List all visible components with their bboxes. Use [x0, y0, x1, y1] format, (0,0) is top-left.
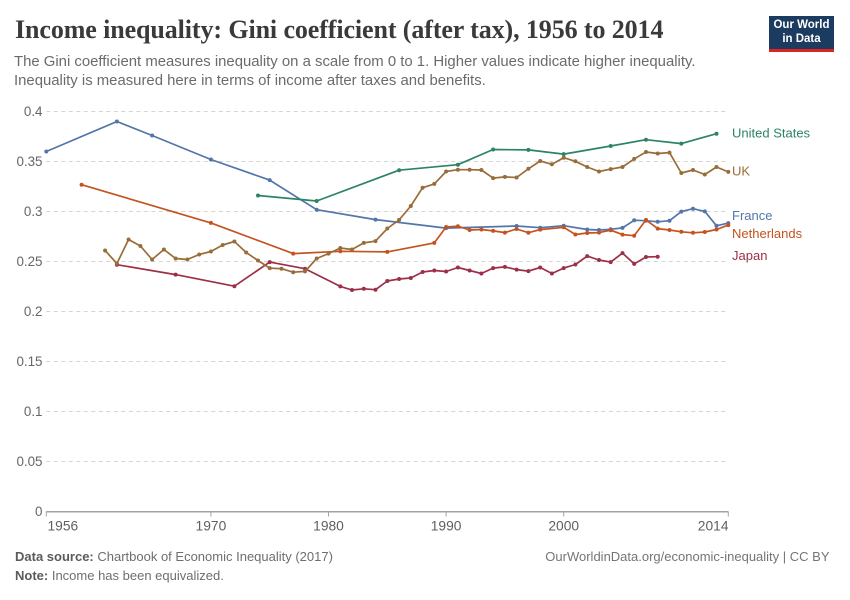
- svg-text:0.2: 0.2: [24, 304, 43, 319]
- svg-text:1980: 1980: [313, 519, 344, 534]
- svg-text:0.3: 0.3: [24, 204, 43, 219]
- svg-text:0.1: 0.1: [24, 404, 43, 419]
- svg-text:1990: 1990: [431, 519, 462, 534]
- svg-text:1970: 1970: [196, 519, 227, 534]
- svg-text:0: 0: [35, 504, 42, 519]
- svg-text:0.35: 0.35: [16, 154, 42, 169]
- svg-text:2000: 2000: [548, 519, 579, 534]
- svg-text:France: France: [732, 208, 772, 223]
- svg-text:2014: 2014: [698, 519, 729, 534]
- svg-text:0.05: 0.05: [16, 454, 42, 469]
- svg-text:UK: UK: [732, 164, 750, 179]
- svg-text:0.15: 0.15: [16, 354, 42, 369]
- svg-text:Netherlands: Netherlands: [732, 226, 803, 241]
- svg-text:0.25: 0.25: [16, 254, 42, 269]
- svg-text:Japan: Japan: [732, 248, 767, 263]
- svg-text:0.4: 0.4: [24, 104, 43, 119]
- svg-text:1956: 1956: [48, 519, 79, 534]
- svg-text:United States: United States: [732, 126, 811, 141]
